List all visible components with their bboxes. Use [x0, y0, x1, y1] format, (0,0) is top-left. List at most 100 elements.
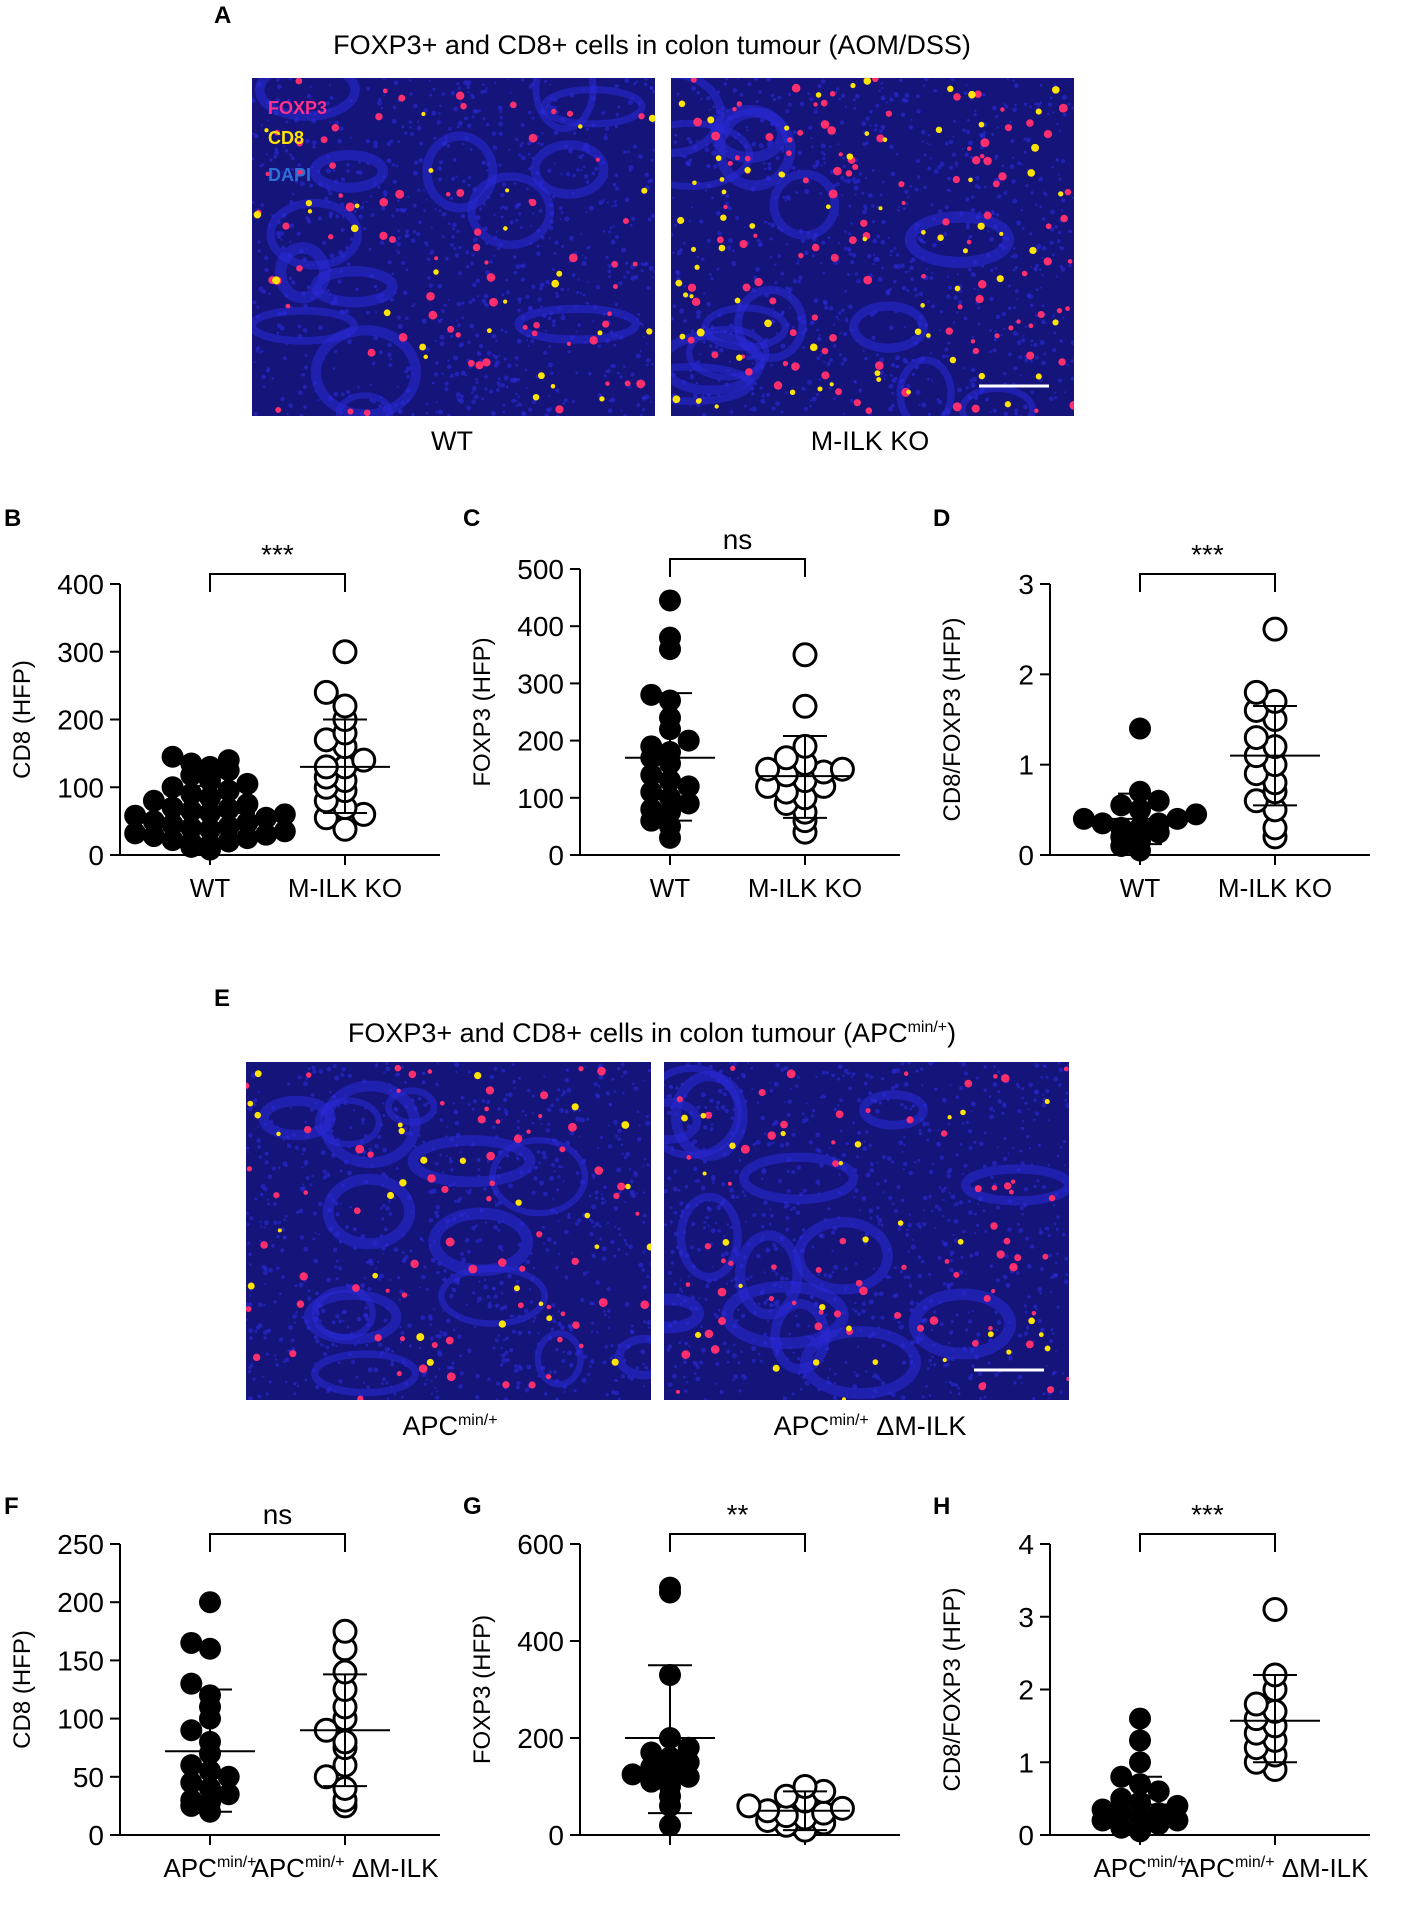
- nucleus: [625, 1252, 629, 1256]
- data-point: [1243, 725, 1269, 751]
- nucleus: [892, 279, 897, 284]
- nucleus: [671, 374, 674, 378]
- nucleus: [710, 1228, 716, 1234]
- nucleus: [465, 250, 470, 255]
- nucleus: [474, 1394, 480, 1400]
- nucleus: [607, 269, 612, 274]
- nucleus: [441, 235, 445, 239]
- cd8-cell: [354, 203, 360, 209]
- crypt-structure: [310, 266, 398, 308]
- nucleus: [303, 405, 307, 409]
- nucleus: [919, 291, 924, 297]
- nucleus: [1014, 411, 1019, 416]
- nucleus: [958, 1200, 963, 1205]
- cd8-cell: [841, 1397, 847, 1400]
- nucleus: [1025, 1236, 1030, 1241]
- nucleus: [931, 1209, 934, 1213]
- nucleus: [798, 228, 804, 234]
- nucleus: [777, 254, 782, 258]
- nucleus: [279, 325, 285, 331]
- micrograph-apc-image: [246, 1062, 651, 1400]
- foxp3-cell: [632, 261, 638, 267]
- cd8-cell: [772, 1364, 780, 1372]
- nucleus: [751, 141, 757, 147]
- nucleus: [508, 1347, 514, 1353]
- nucleus: [1059, 1390, 1063, 1394]
- nucleus: [665, 1095, 669, 1098]
- nucleus: [517, 1314, 522, 1319]
- nucleus: [512, 1315, 516, 1318]
- nucleus: [505, 385, 509, 389]
- nucleus: [557, 1165, 561, 1169]
- cd8-cell: [1028, 1317, 1035, 1325]
- nucleus: [536, 1342, 540, 1346]
- nucleus: [932, 1343, 936, 1348]
- nucleus: [548, 345, 552, 348]
- cd8-cell: [254, 1111, 262, 1119]
- nucleus: [697, 1062, 702, 1066]
- nucleus: [247, 1241, 251, 1245]
- nucleus: [526, 1364, 532, 1370]
- cd8-cell: [817, 386, 823, 392]
- nucleus: [857, 1098, 862, 1103]
- nucleus: [717, 312, 722, 318]
- nucleus: [1002, 1156, 1008, 1161]
- nucleus: [263, 1122, 267, 1127]
- nucleus: [405, 229, 409, 234]
- nucleus: [1009, 120, 1012, 124]
- nucleus: [926, 1367, 930, 1371]
- nucleus: [1056, 122, 1059, 126]
- nucleus: [745, 126, 748, 129]
- x-tick-label: M-ILK KO: [748, 873, 862, 903]
- nucleus: [808, 1140, 814, 1145]
- nucleus: [618, 281, 623, 286]
- nucleus: [451, 1361, 455, 1365]
- nucleus: [335, 1314, 340, 1319]
- nucleus: [553, 252, 557, 255]
- nucleus: [590, 1330, 594, 1333]
- nucleus: [564, 1229, 569, 1235]
- nucleus: [408, 125, 412, 129]
- nucleus: [388, 362, 393, 368]
- cd8-cell: [1052, 86, 1060, 94]
- nucleus: [452, 1287, 457, 1293]
- nucleus: [901, 1360, 907, 1365]
- nucleus: [1019, 1149, 1023, 1153]
- foxp3-cell: [769, 297, 777, 305]
- nucleus: [450, 90, 456, 96]
- foxp3-cell: [566, 110, 574, 117]
- data-point: [180, 1754, 203, 1777]
- nucleus: [364, 1306, 369, 1310]
- nucleus: [983, 1395, 987, 1399]
- nucleus: [917, 1255, 922, 1260]
- nucleus: [820, 1283, 824, 1287]
- nucleus: [945, 407, 951, 413]
- nucleus: [530, 339, 535, 344]
- nucleus: [425, 244, 429, 247]
- nucleus: [546, 1107, 552, 1113]
- nucleus: [732, 1062, 737, 1067]
- nucleus: [631, 113, 634, 116]
- nucleus: [603, 374, 608, 378]
- nucleus: [457, 323, 461, 326]
- nucleus: [503, 1098, 506, 1102]
- nucleus: [643, 335, 646, 339]
- nucleus: [498, 131, 504, 137]
- nucleus: [558, 206, 563, 211]
- foxp3-cell: [1016, 319, 1021, 324]
- nucleus: [505, 1357, 510, 1363]
- nucleus: [891, 377, 897, 383]
- nucleus: [889, 249, 894, 254]
- nucleus: [288, 200, 294, 205]
- nucleus: [631, 96, 635, 100]
- nucleus: [246, 1146, 250, 1150]
- y-axis-title: FOXP3 (HFP): [469, 637, 496, 786]
- foxp3-cell: [820, 99, 828, 107]
- nucleus: [871, 168, 875, 172]
- nucleus: [335, 1137, 340, 1142]
- nucleus: [275, 230, 281, 236]
- nucleus: [965, 225, 970, 230]
- foxp3-cell: [828, 189, 838, 199]
- nucleus: [1070, 376, 1074, 381]
- nucleus: [915, 1301, 919, 1305]
